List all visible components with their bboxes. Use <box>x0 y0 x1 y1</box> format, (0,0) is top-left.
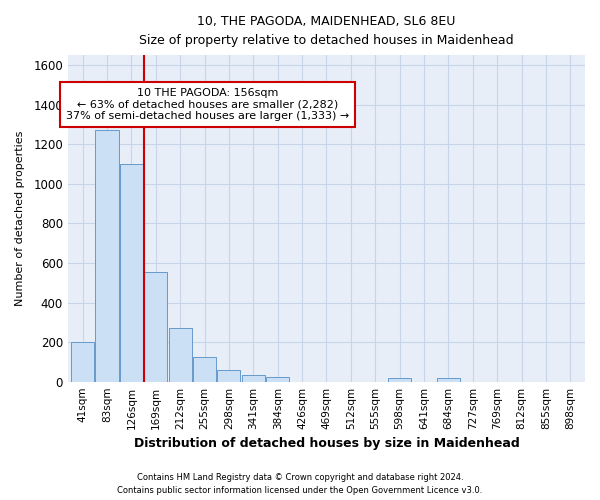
Bar <box>144 272 167 382</box>
Bar <box>95 130 119 382</box>
Bar <box>388 378 411 382</box>
Bar <box>217 370 241 382</box>
Bar <box>71 342 94 382</box>
Bar <box>169 328 192 382</box>
Y-axis label: Number of detached properties: Number of detached properties <box>15 130 25 306</box>
Bar <box>120 164 143 382</box>
Text: 10 THE PAGODA: 156sqm
← 63% of detached houses are smaller (2,282)
37% of semi-d: 10 THE PAGODA: 156sqm ← 63% of detached … <box>66 88 349 121</box>
Title: 10, THE PAGODA, MAIDENHEAD, SL6 8EU
Size of property relative to detached houses: 10, THE PAGODA, MAIDENHEAD, SL6 8EU Size… <box>139 15 514 47</box>
Bar <box>266 378 289 382</box>
Bar <box>437 378 460 382</box>
Bar <box>193 357 216 382</box>
Bar <box>242 376 265 382</box>
Text: Contains HM Land Registry data © Crown copyright and database right 2024.
Contai: Contains HM Land Registry data © Crown c… <box>118 474 482 495</box>
X-axis label: Distribution of detached houses by size in Maidenhead: Distribution of detached houses by size … <box>134 437 520 450</box>
